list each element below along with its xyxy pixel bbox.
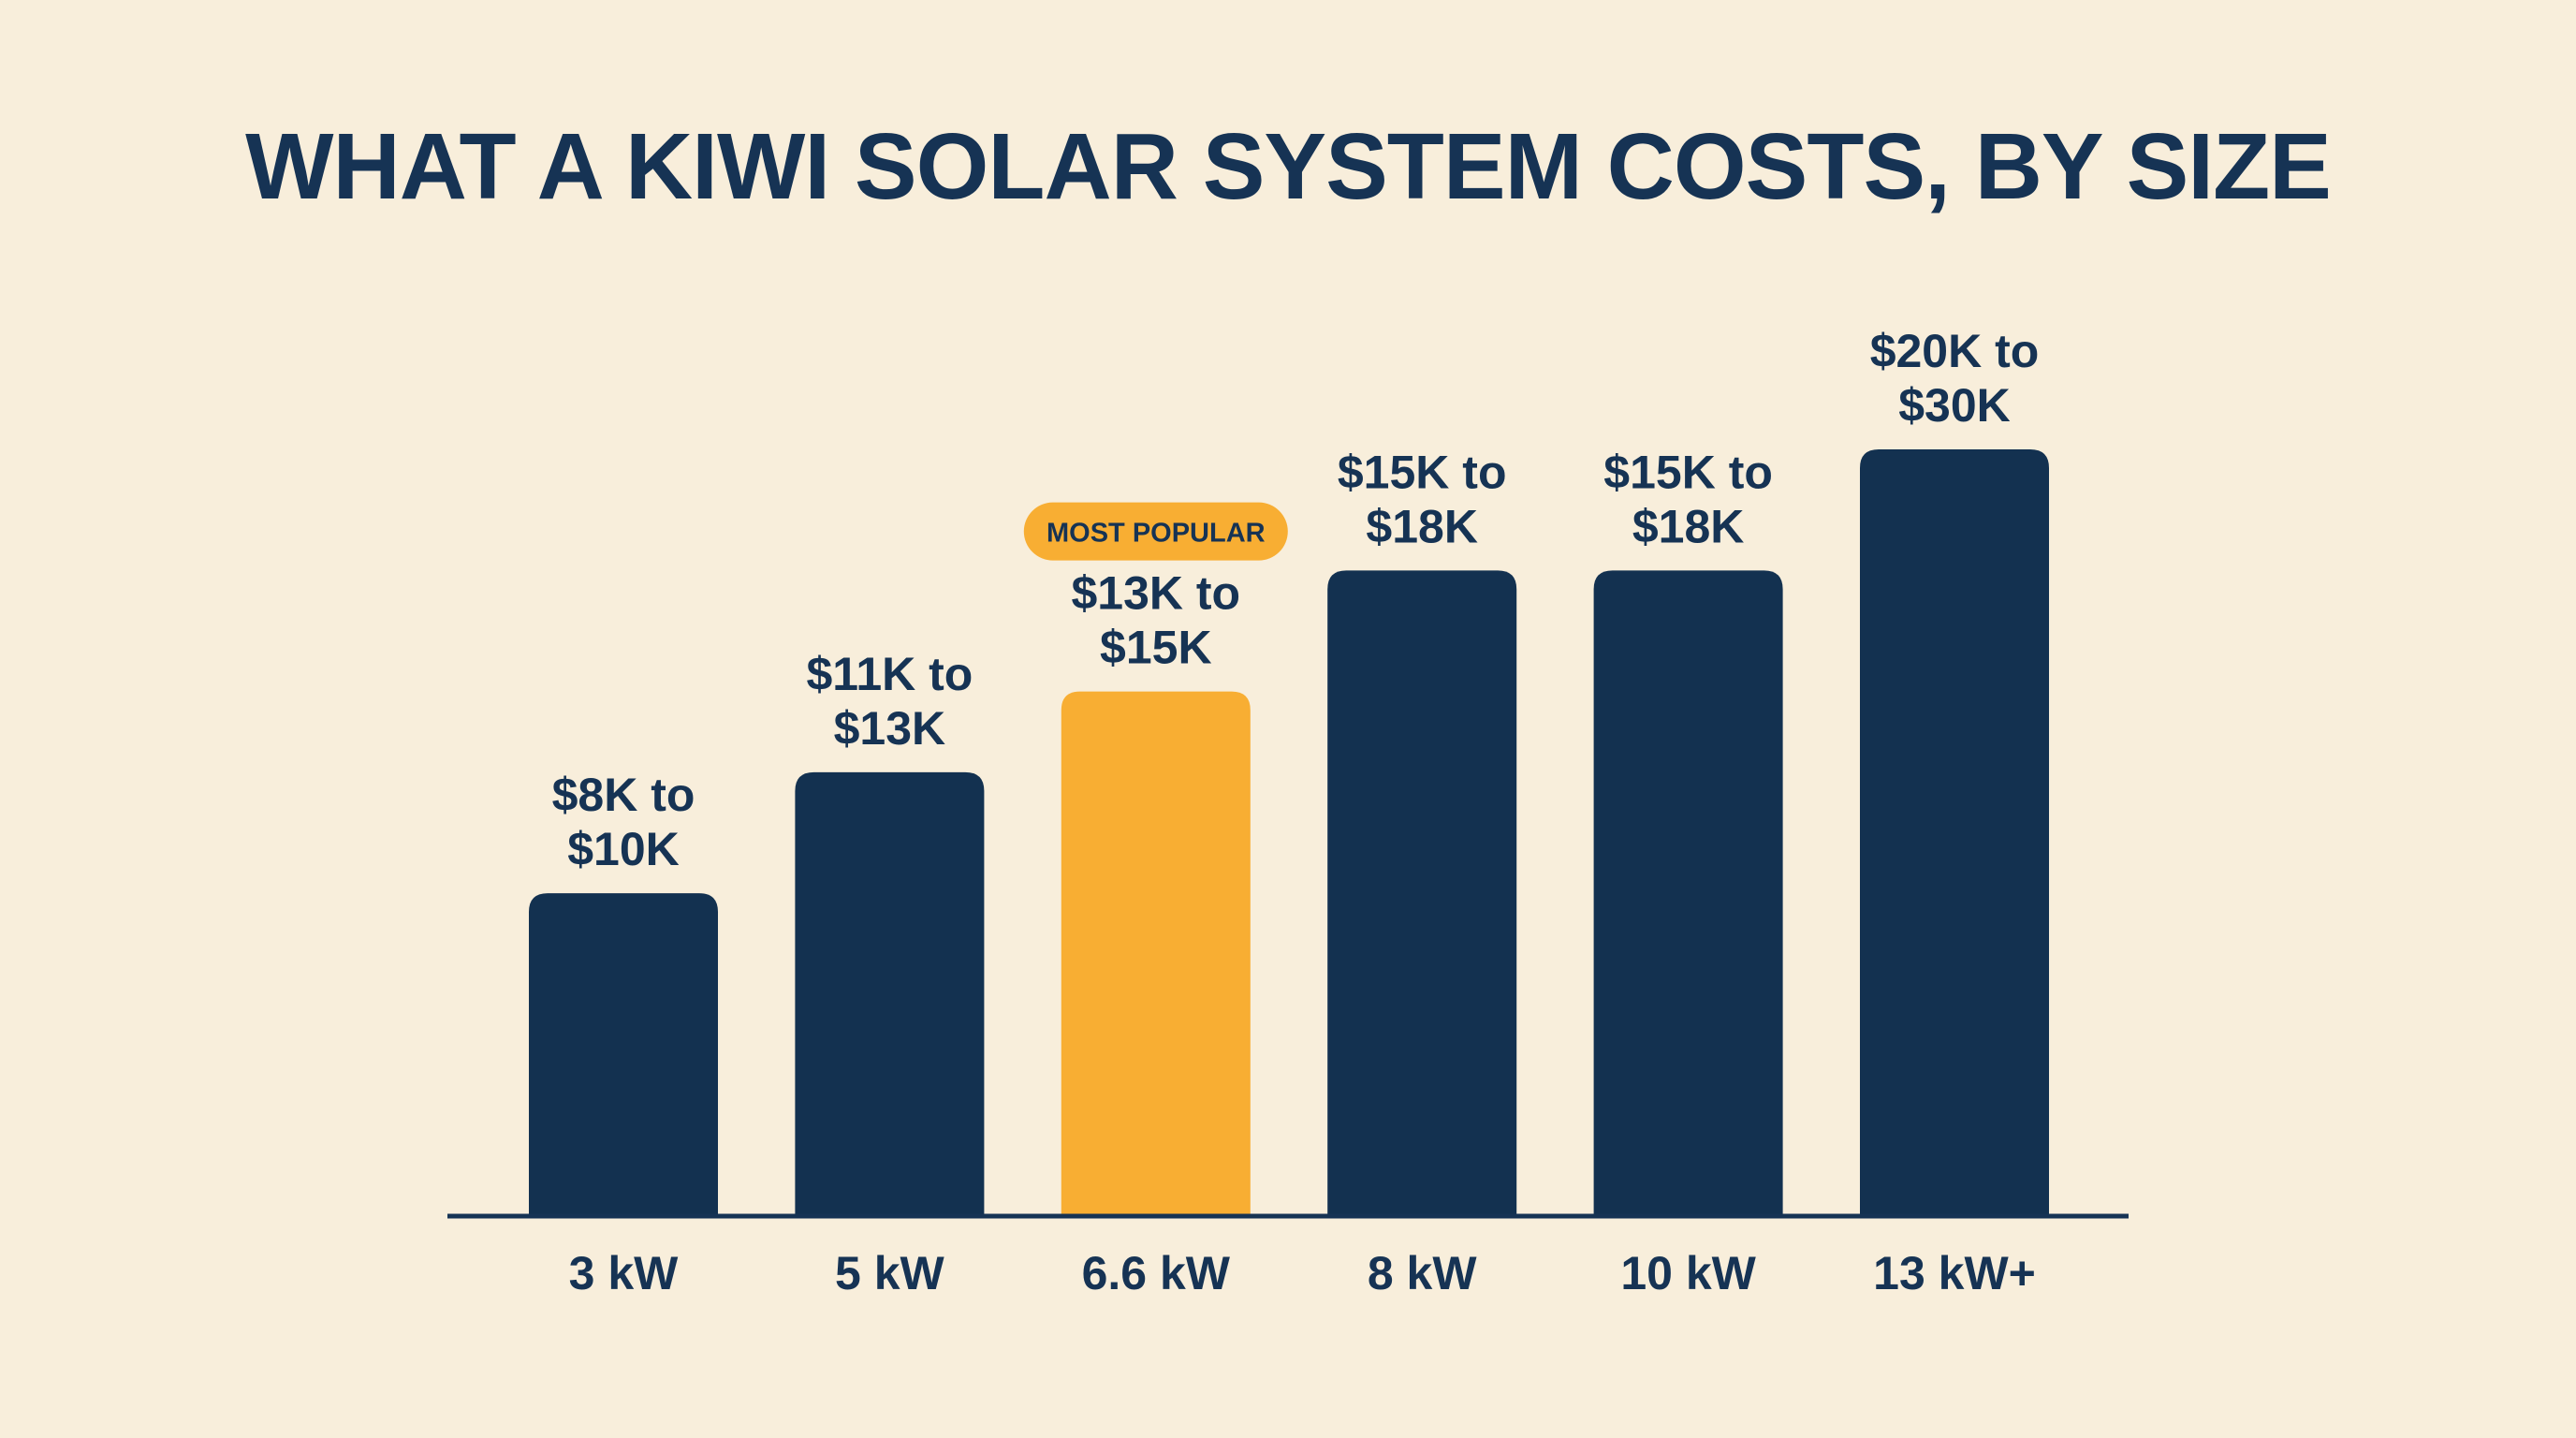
category-label: 8 kW [1368,1247,1478,1299]
bar [529,893,718,1216]
most-popular-badge-label: MOST POPULAR [1046,519,1266,549]
bar [795,771,985,1216]
category-label: 10 kW [1620,1247,1756,1299]
bar-value-label: $15K to [1338,446,1507,498]
bar-value-label: $13K [834,702,946,755]
bar-value-label: $18K [1366,500,1478,552]
bar-value-label: $15K to [1603,446,1773,498]
chart-title: WHAT A KIWI SOLAR SYSTEM COSTS, BY SIZE [245,114,2332,219]
most-popular-badge [1023,502,1288,561]
bar-value-label: $20K to [1870,325,2040,377]
bar [1593,570,1783,1216]
bar-value-label: $11K to [806,648,973,700]
bars-layer [529,449,2049,1216]
category-label: 3 kW [569,1247,680,1299]
bar-highlighted [1061,691,1251,1216]
bar-value-label: $15K [1100,622,1212,674]
bar-value-label: $30K [1898,379,2011,432]
category-label: 5 kW [835,1247,945,1299]
bar [1860,449,2049,1216]
bar-value-label: $18K [1632,500,1745,552]
bar-value-label: $10K [567,823,680,875]
category-label: 6.6 kW [1082,1247,1231,1299]
bar [1327,570,1517,1216]
bar-value-label: $13K to [1071,567,1240,620]
category-label: 13 kW+ [1873,1247,2036,1299]
bar-value-label: $8K to [552,769,695,821]
